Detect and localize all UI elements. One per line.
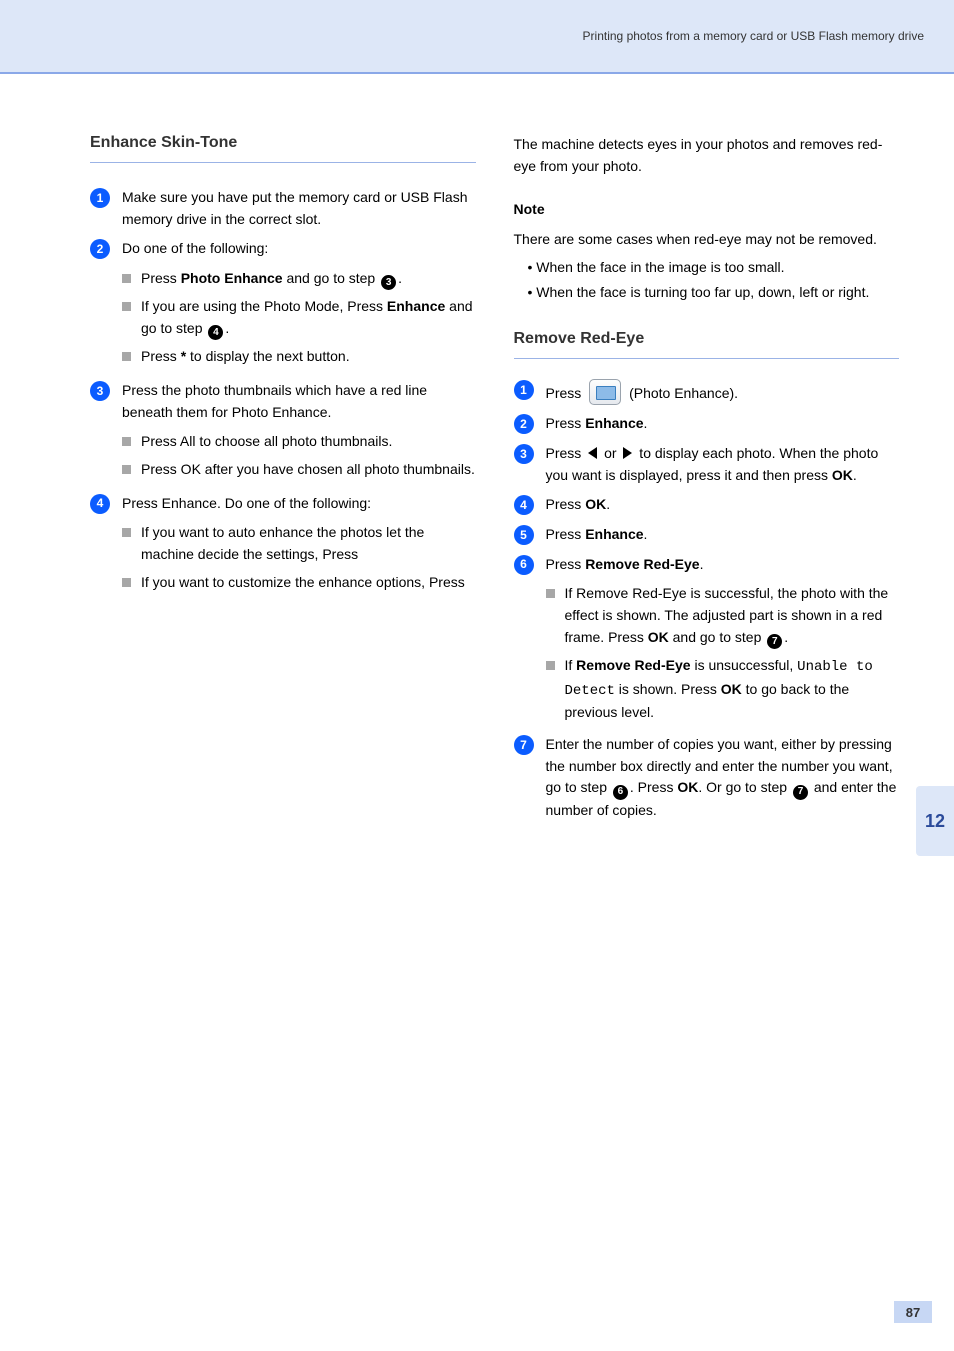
right-step-2: 2 Press Enhance. — [514, 413, 900, 435]
step-text: Press Enhance. — [546, 524, 900, 546]
right-step-1: 1 Press (Photo Enhance). — [514, 379, 900, 405]
step-badge: 5 — [514, 525, 534, 545]
section-title-right: Remove Red-Eye — [514, 330, 900, 359]
step-badge: 2 — [514, 414, 534, 434]
bullet-item: If Remove Red-Eye is successful, the pho… — [546, 583, 900, 649]
header-text: Printing photos from a memory card or US… — [583, 29, 924, 43]
step-badge: 3 — [90, 381, 110, 401]
step-text: Press OK. — [546, 494, 900, 516]
step-text: Press Enhance. Do one of the following: — [122, 493, 476, 515]
bullet-item: If Remove Red-Eye is unsuccessful, Unabl… — [546, 655, 900, 724]
bullet-text: If you want to auto enhance the photos l… — [141, 522, 476, 565]
step-badge: 6 — [514, 555, 534, 575]
bullet-item: If you are using the Photo Mode, Press E… — [122, 296, 476, 340]
bullet-text: If you want to customize the enhance opt… — [141, 572, 465, 594]
note-item: • When the face in the image is too smal… — [528, 257, 900, 279]
bullet-item: If you want to customize the enhance opt… — [122, 572, 476, 594]
square-bullet-icon — [122, 528, 131, 537]
right-step-7: 7 Enter the number of copies you want, e… — [514, 734, 900, 821]
bullet-text: Press * to display the next button. — [141, 346, 350, 368]
ref-dot: 7 — [793, 785, 808, 800]
note-block: Note — [514, 199, 900, 221]
right-step-3: 3 Press or to display each photo. When t… — [514, 443, 900, 486]
bullet-item: Press Photo Enhance and go to step 3. — [122, 268, 476, 290]
note-body: There are some cases when red-eye may no… — [514, 229, 900, 251]
square-bullet-icon — [122, 437, 131, 446]
step-text: Press Enhance. — [546, 413, 900, 435]
left-step-1: 1 Make sure you have put the memory card… — [90, 187, 476, 230]
bullet-text: Press All to choose all photo thumbnails… — [141, 431, 392, 453]
ref-dot: 6 — [613, 785, 628, 800]
step-text: Enter the number of copies you want, eit… — [546, 734, 900, 821]
bullet-item: If you want to auto enhance the photos l… — [122, 522, 476, 565]
square-bullet-icon — [122, 352, 131, 361]
right-intro: The machine detects eyes in your photos … — [514, 134, 900, 177]
left-column: Enhance Skin-Tone 1 Make sure you have p… — [90, 134, 476, 829]
photo-capture-icon — [589, 379, 621, 405]
square-bullet-icon — [546, 589, 555, 598]
square-bullet-icon — [122, 578, 131, 587]
left-step-4: 4 Press Enhance. Do one of the following… — [90, 493, 476, 515]
ref-dot: 4 — [208, 325, 223, 340]
page-number: 87 — [894, 1301, 932, 1323]
right-step-5: 5 Press Enhance. — [514, 524, 900, 546]
page-header: Printing photos from a memory card or US… — [0, 0, 954, 74]
step-badge: 3 — [514, 444, 534, 464]
step-badge: 4 — [514, 495, 534, 515]
square-bullet-icon — [122, 274, 131, 283]
bullet-item: Press * to display the next button. — [122, 346, 476, 368]
bullet-text: If Remove Red-Eye is successful, the pho… — [565, 583, 900, 649]
bullet-item: Press OK after you have chosen all photo… — [122, 459, 476, 481]
chapter-tab: 12 — [916, 786, 954, 856]
step-badge: 1 — [90, 188, 110, 208]
ref-dot: 3 — [381, 275, 396, 290]
main-content: Enhance Skin-Tone 1 Make sure you have p… — [0, 74, 954, 869]
step-badge: 7 — [514, 735, 534, 755]
step-text: Make sure you have put the memory card o… — [122, 187, 476, 230]
right-column: The machine detects eyes in your photos … — [514, 134, 900, 829]
bullet-text: If you are using the Photo Mode, Press E… — [141, 296, 476, 340]
section-title-left: Enhance Skin-Tone — [90, 134, 476, 163]
square-bullet-icon — [122, 302, 131, 311]
bullet-item: Press All to choose all photo thumbnails… — [122, 431, 476, 453]
bullet-text: If Remove Red-Eye is unsuccessful, Unabl… — [565, 655, 900, 724]
left-step-2: 2 Do one of the following: — [90, 238, 476, 260]
left-step-3: 3 Press the photo thumbnails which have … — [90, 380, 476, 423]
right-step-4: 4 Press OK. — [514, 494, 900, 516]
step-text: Press or to display each photo. When the… — [546, 443, 900, 486]
note-item: • When the face is turning too far up, d… — [528, 282, 900, 304]
right-step-6: 6 Press Remove Red-Eye. — [514, 554, 900, 576]
arrow-left-icon — [588, 447, 597, 459]
step-text: Press Remove Red-Eye. — [546, 554, 900, 576]
bullet-text: Press Photo Enhance and go to step 3. — [141, 268, 402, 290]
arrow-right-icon — [623, 447, 632, 459]
square-bullet-icon — [122, 465, 131, 474]
square-bullet-icon — [546, 661, 555, 670]
step-badge: 1 — [514, 380, 534, 400]
step-text: Press the photo thumbnails which have a … — [122, 380, 476, 423]
ref-dot: 7 — [767, 634, 782, 649]
bullet-text: Press OK after you have chosen all photo… — [141, 459, 475, 481]
step-text: Do one of the following: — [122, 238, 476, 260]
step-text: Press (Photo Enhance). — [546, 379, 900, 405]
step-badge: 4 — [90, 494, 110, 514]
step-badge: 2 — [90, 239, 110, 259]
